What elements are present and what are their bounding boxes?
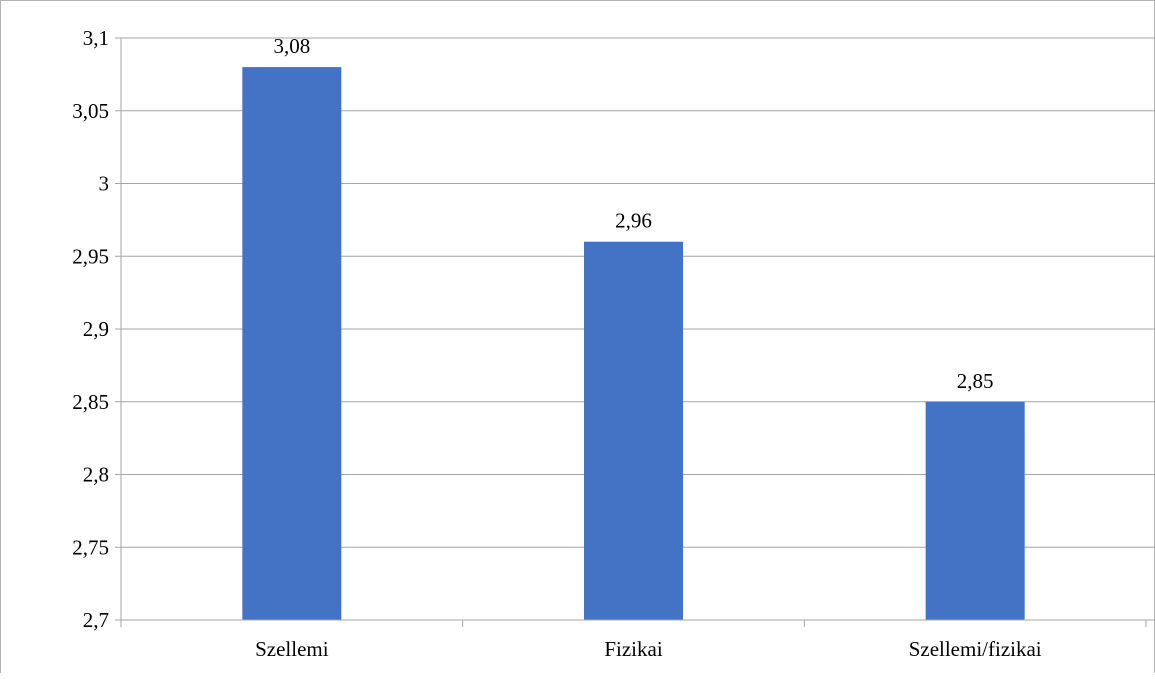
- y-tick-label: 3,1: [83, 26, 109, 50]
- x-category-label: Fizikai: [604, 637, 662, 661]
- y-tick-label: 2,8: [83, 463, 109, 487]
- data-label: 3,08: [273, 34, 310, 58]
- bars: [242, 67, 1025, 621]
- y-tick-label: 2,85: [72, 390, 109, 414]
- bar: [925, 401, 1025, 620]
- y-tick-label: 2,7: [83, 608, 109, 632]
- data-label: 2,85: [957, 369, 994, 393]
- y-tick-label: 2,95: [72, 244, 109, 268]
- y-tick-label: 2,9: [83, 317, 109, 341]
- bar: [584, 241, 683, 620]
- x-category-label: Szellemi/fizikai: [909, 637, 1042, 661]
- axes: [115, 37, 1155, 627]
- bar: [242, 67, 342, 621]
- y-tick-label: 2,75: [72, 535, 109, 559]
- y-tick-label: 3,05: [72, 99, 109, 123]
- y-tick-label: 3: [99, 172, 110, 196]
- x-category-label: Szellemi: [255, 637, 329, 661]
- labels: 2,7 2,75 2,8 2,85 2,9 2,95 3 3,05 3,1 3,08 Szellem…: [72, 26, 1042, 661]
- data-label: 2,96: [615, 209, 652, 233]
